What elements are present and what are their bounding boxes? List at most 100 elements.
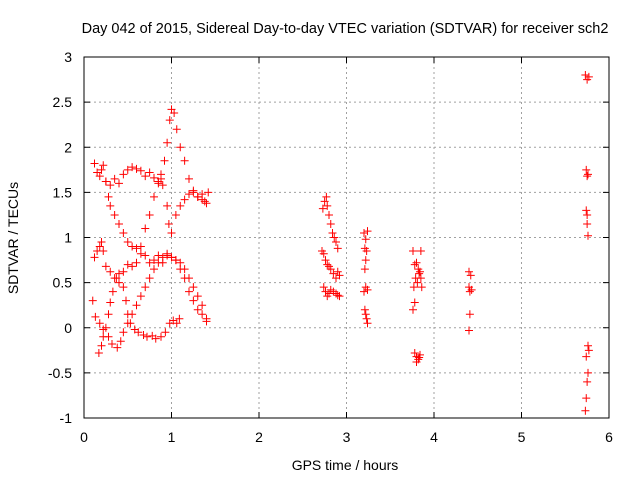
data-point: [363, 319, 372, 328]
data-point: [113, 343, 122, 352]
data-point: [172, 125, 181, 134]
data-point: [582, 352, 591, 361]
data-point: [123, 238, 132, 247]
data-point: [185, 190, 193, 199]
data-point: [319, 249, 328, 258]
data-point: [416, 274, 425, 283]
data-point: [115, 278, 123, 287]
data-point: [170, 108, 179, 117]
data-point: [126, 319, 135, 328]
data-point: [189, 188, 198, 197]
data-point: [132, 164, 141, 173]
data-point: [319, 283, 328, 292]
data-point: [119, 283, 128, 292]
data-point: [581, 71, 590, 80]
series-cluster-4.4: [465, 267, 476, 335]
data-point: [150, 265, 158, 274]
data-point: [360, 305, 369, 314]
data-point: [325, 210, 333, 219]
data-point: [116, 337, 125, 346]
data-point: [163, 201, 172, 210]
data-point: [363, 285, 372, 294]
data-point: [139, 330, 148, 339]
data-point: [465, 267, 473, 276]
data-point: [99, 161, 108, 170]
x-tick-label: 2: [255, 429, 263, 445]
data-point: [154, 179, 163, 188]
data-point: [136, 242, 145, 251]
data-point: [123, 165, 132, 174]
data-point: [141, 283, 150, 292]
data-point: [582, 394, 591, 403]
data-point: [329, 269, 338, 278]
data-point: [175, 314, 184, 323]
y-tick-label: -0.5: [48, 365, 72, 381]
data-point: [157, 174, 165, 183]
series-cluster-5.75: [581, 71, 593, 415]
data-point: [326, 219, 335, 228]
data-point: [465, 310, 474, 319]
data-point: [119, 228, 128, 237]
data-point: [119, 267, 128, 276]
x-tick-label: 4: [430, 429, 438, 445]
data-point: [171, 256, 180, 265]
data-point: [110, 210, 119, 219]
data-point: [145, 258, 154, 267]
data-point: [172, 319, 181, 328]
data-point: [323, 260, 332, 269]
series-arc-a: [90, 105, 213, 208]
data-point: [582, 165, 591, 174]
x-tick-label: 3: [343, 429, 351, 445]
data-point: [193, 305, 202, 314]
data-point: [360, 287, 368, 296]
data-point: [333, 267, 342, 276]
series-arc-e: [94, 269, 184, 358]
data-point: [410, 349, 419, 358]
data-point: [362, 247, 371, 256]
data-point: [112, 274, 121, 283]
data-point: [333, 291, 342, 300]
data-point: [132, 258, 141, 267]
data-point: [161, 328, 170, 337]
data-point: [106, 181, 115, 190]
data-point: [320, 197, 329, 206]
y-tick-label: 1: [64, 230, 72, 246]
x-tick-label: 6: [605, 429, 613, 445]
data-point: [410, 260, 419, 269]
data-point: [141, 224, 150, 233]
data-point: [141, 172, 150, 181]
data-point: [110, 174, 119, 183]
data-point: [335, 292, 344, 301]
data-point: [323, 201, 332, 210]
data-point: [160, 156, 169, 165]
data-point: [132, 301, 141, 310]
data-point: [409, 247, 417, 256]
data-point: [115, 219, 123, 228]
data-point: [361, 256, 370, 265]
data-point: [143, 332, 151, 341]
data-point: [584, 231, 592, 240]
data-point: [95, 242, 104, 251]
data-point: [465, 326, 473, 335]
data-points: [88, 71, 593, 415]
y-tick-label: 2: [64, 139, 72, 155]
series-arc-b: [90, 174, 207, 287]
data-point: [91, 312, 100, 321]
data-point: [583, 219, 592, 228]
data-point: [413, 278, 422, 287]
data-point: [410, 298, 419, 307]
data-point: [360, 228, 368, 237]
data-point: [167, 253, 176, 262]
y-tick-label: 2.5: [53, 94, 73, 110]
data-point: [104, 310, 113, 319]
data-point: [99, 247, 108, 256]
data-point: [158, 258, 167, 267]
data-point: [141, 251, 150, 260]
data-point: [582, 206, 591, 215]
data-point: [335, 271, 344, 280]
data-point: [321, 256, 330, 265]
y-tick-label: -1: [60, 410, 73, 426]
y-tick-label: 0.5: [53, 275, 73, 291]
data-point: [180, 195, 189, 204]
